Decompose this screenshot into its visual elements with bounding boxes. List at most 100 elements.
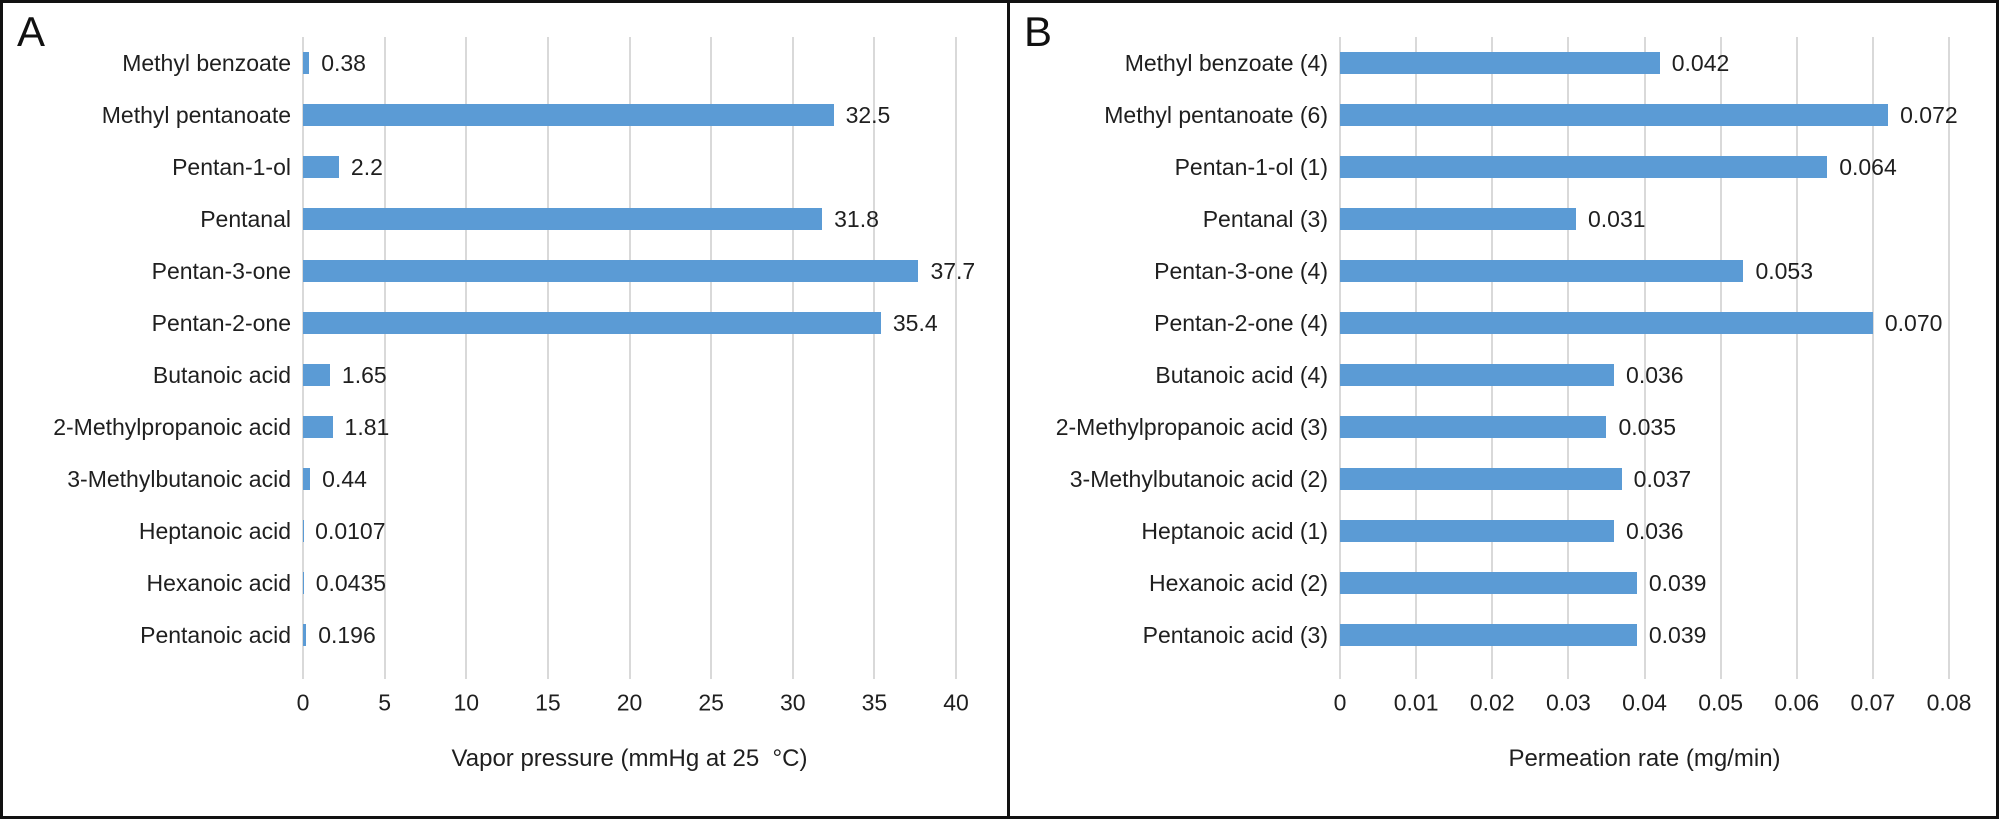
value-label: 0.036: [1626, 517, 1684, 544]
category-label: Pentan-1-ol (1): [1174, 153, 1328, 180]
category-label: Methyl benzoate: [122, 49, 291, 76]
panel-divider: [1007, 3, 1010, 816]
value-label: 35.4: [892, 309, 938, 336]
bar: [303, 208, 823, 230]
category-label: Methyl pentanoate: [101, 101, 291, 128]
category-label: 2-Methylpropanoic acid: [53, 413, 291, 440]
panel-b-x-axis-title: Permeation rate (mg/min): [1508, 745, 1781, 772]
tick-label: 40: [943, 689, 969, 716]
panel-a-letter: A: [17, 8, 46, 55]
bar-row: 0.0435: [303, 557, 956, 609]
value-label: 1.81: [344, 413, 390, 440]
bar: [1340, 260, 1744, 282]
panel-a-bars: 0.38 32.5 2.2 31.8 37.7 35.4 1.65 1.81 0.44 0.010…: [303, 37, 975, 661]
bar-row: 0.035: [1340, 401, 1949, 453]
value-label: 0.037: [1633, 465, 1692, 492]
category-label: Methyl pentanoate (6): [1104, 101, 1328, 128]
bar: [303, 312, 881, 334]
value-label: 32.5: [845, 101, 891, 128]
value-label: 0.035: [1618, 413, 1676, 440]
axis-spacer: [3, 745, 303, 773]
tick-label: 0: [1333, 689, 1347, 716]
category-label: Butanoic acid: [152, 361, 291, 388]
tick-label: 35: [861, 689, 888, 716]
gridline: [1415, 37, 1418, 679]
category-label: Butanoic acid (4): [1155, 361, 1328, 388]
bar-row: 0.196: [303, 609, 956, 661]
category-label: Pentanoic acid: [140, 621, 291, 648]
bar: [303, 104, 834, 126]
axis-spacer: [1010, 679, 1340, 727]
tick-label: 0.04: [1622, 689, 1667, 716]
bar-row: 0.036: [1340, 349, 1949, 401]
panel-b-axis-title-row: Permeation rate (mg/min): [1010, 745, 1996, 773]
category-label: 2-Methylpropanoic acid (3): [1055, 413, 1328, 440]
category-label: Hexanoic acid: [146, 569, 291, 596]
axis-spacer: [3, 679, 303, 727]
value-label: 0.070: [1884, 309, 1943, 336]
category-label: Methyl benzoate (4): [1124, 49, 1328, 76]
bar-row: 32.5: [303, 89, 956, 141]
panel-b: B Methyl benzoate (4) Methyl pentanoate (…: [1010, 3, 1996, 816]
tick-label: 30: [779, 689, 806, 716]
value-label: 37.7: [930, 257, 976, 284]
bar: [1340, 416, 1607, 438]
panel-b-letter: B: [1024, 8, 1053, 55]
gridline: [628, 37, 631, 679]
panel-b-tick-labels: 0 0.01 0.02 0.03 0.04 0.05 0.06 0.07 0.08: [1334, 679, 1972, 727]
tick-label: 0.03: [1545, 689, 1591, 716]
panel-a-axis-title-row: Vapor pressure (mmHg at 25 °C): [3, 745, 1007, 773]
value-label: 0.039: [1648, 621, 1707, 648]
category-label: Pentan-2-one (4): [1154, 309, 1328, 336]
bar: [303, 624, 307, 646]
bar: [1340, 208, 1576, 230]
gridline: [873, 37, 876, 679]
gridline: [302, 37, 304, 679]
bar-row: 0.44: [303, 453, 956, 505]
tick-label: 5: [378, 689, 392, 716]
bar-row: 0.38: [303, 37, 956, 89]
bar: [303, 364, 330, 386]
bar: [303, 52, 310, 74]
tick-label: 20: [616, 689, 643, 716]
value-label: 0.196: [318, 621, 376, 648]
gridline: [1719, 37, 1722, 679]
bar-row: 0.053: [1340, 245, 1949, 297]
value-label: 0.042: [1671, 49, 1730, 76]
panel-b-gridlines: [1339, 37, 1950, 679]
gridline: [710, 37, 713, 679]
tick-label: 0.06: [1774, 689, 1820, 716]
value-label: 31.8: [834, 205, 879, 232]
gridline: [1643, 37, 1646, 679]
value-label: 1.65: [341, 361, 387, 388]
bar: [1340, 52, 1660, 74]
bar-row: 0.039: [1340, 557, 1949, 609]
tick-label: 25: [698, 689, 724, 716]
category-label: Pentanoic acid (3): [1142, 621, 1328, 648]
bar-row: 35.4: [303, 297, 956, 349]
bar: [303, 468, 311, 490]
value-label: 0.039: [1648, 569, 1707, 596]
panel-b-category-labels: Methyl benzoate (4) Methyl pentanoate (6)…: [1010, 37, 1340, 679]
panel-b-chart: Methyl benzoate (4) Methyl pentanoate (6)…: [1010, 37, 1996, 679]
bar: [1340, 364, 1615, 386]
value-label: 0.0435: [315, 569, 387, 596]
category-label: Heptanoic acid (1): [1141, 517, 1328, 544]
bar-row: 0.039: [1340, 609, 1949, 661]
bar: [303, 156, 339, 178]
bar-row: 1.81: [303, 401, 956, 453]
tick-label: 0.05: [1698, 689, 1744, 716]
panel-a-plot-area: 0.38 32.5 2.2 31.8 37.7 35.4 1.65 1.81 0.44 0.010…: [302, 37, 975, 679]
value-label: 2.2: [350, 153, 383, 180]
panel-a-x-axis-title: Vapor pressure (mmHg at 25 °C): [451, 745, 808, 772]
bar: [1340, 572, 1637, 594]
axis-spacer: [1010, 745, 1340, 773]
bar-row: 37.7: [303, 245, 975, 297]
gridline: [1795, 37, 1798, 679]
bar: [303, 260, 919, 282]
panel-b-x-axis: 0 0.01 0.02 0.03 0.04 0.05 0.06 0.07 0.08: [1010, 679, 1996, 727]
category-label: Heptanoic acid: [138, 517, 291, 544]
gridline: [955, 37, 957, 679]
bar: [1340, 520, 1615, 542]
